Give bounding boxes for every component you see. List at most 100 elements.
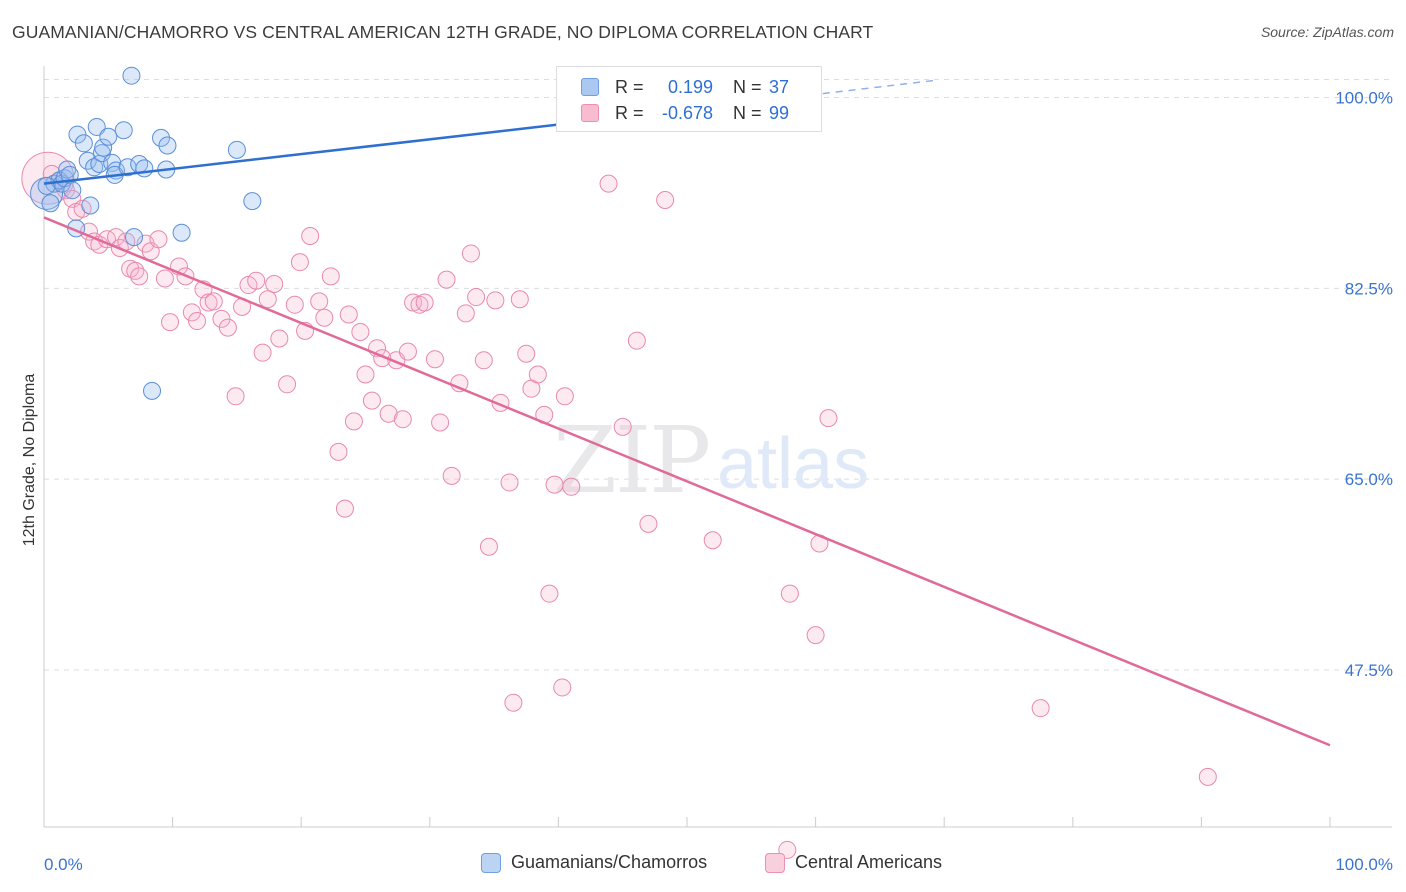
data-point (639, 514, 658, 533)
data-point (425, 350, 444, 369)
data-point (182, 303, 201, 322)
legend-n-label: N = (733, 76, 762, 97)
data-point (161, 313, 180, 332)
data-point (87, 117, 106, 136)
data-point (362, 391, 381, 410)
data-point (107, 228, 126, 247)
data-point (562, 477, 581, 496)
data-point (78, 151, 97, 170)
legend-n-label: N = (733, 102, 762, 123)
data-point (253, 343, 272, 362)
data-point (81, 196, 100, 215)
data-point (393, 410, 412, 429)
data-point (315, 308, 334, 327)
data-point (158, 136, 177, 155)
data-point (125, 228, 144, 247)
data-point (467, 288, 486, 307)
data-point (243, 192, 262, 211)
x-tick-label: 0.0% (44, 855, 83, 874)
data-point (218, 318, 237, 337)
data-point (310, 292, 329, 311)
legend-label-central-americans: Central Americans (795, 852, 943, 872)
data-point (398, 342, 417, 361)
data-point (339, 305, 358, 324)
watermark-zip: ZIP (553, 407, 709, 514)
legend-swatch-pink (581, 104, 599, 122)
data-point (415, 293, 434, 312)
legend-swatch-central-americans (765, 852, 785, 873)
legend-swatch-guamanians (481, 852, 501, 873)
data-point (500, 473, 519, 492)
data-point (780, 584, 799, 603)
data-point (351, 322, 370, 341)
data-point (152, 128, 171, 147)
data-point (555, 387, 574, 406)
legend-r-label: R = (615, 102, 644, 123)
data-point (74, 134, 93, 153)
watermark: ZIP atlas (553, 407, 869, 514)
data-point (204, 292, 223, 311)
y-tick-label: 82.5% (1345, 279, 1393, 298)
data-point (379, 404, 398, 423)
data-point (227, 140, 246, 159)
central-americans-points (21, 151, 1217, 859)
data-point (474, 351, 493, 370)
tick-labels: 100.0% 82.5% 65.0% 47.5% 0.0% 100.0% (44, 89, 1393, 875)
chart-title: GUAMANIAN/CHAMORRO VS CENTRAL AMERICAN 1… (12, 22, 874, 42)
data-point (510, 290, 529, 309)
y-tick-label: 65.0% (1345, 470, 1393, 489)
legend-item-guamanians: Guamanians/Chamorros (481, 852, 707, 873)
legend-item-central-americans: Central Americans (765, 852, 942, 873)
data-point (545, 475, 564, 494)
data-point (656, 191, 675, 210)
legend-r-value: 0.199 (667, 76, 713, 97)
data-point (540, 584, 559, 603)
data-point (188, 312, 207, 331)
data-point (456, 304, 475, 323)
data-point (344, 412, 363, 431)
data-point (143, 381, 162, 400)
x-tick-label: 100.0% (1335, 855, 1393, 874)
data-point (155, 269, 174, 288)
data-point (226, 387, 245, 406)
data-point (285, 295, 304, 314)
chart-source: Source: ZipAtlas.com (1260, 24, 1394, 40)
data-point (613, 417, 632, 436)
data-point (321, 267, 340, 286)
y-tick-label: 100.0% (1335, 89, 1393, 108)
legend-n-value: 99 (769, 102, 790, 123)
data-point (270, 329, 289, 348)
trend-line-central-americans (43, 216, 1331, 747)
data-point (461, 244, 480, 263)
correlation-legend: R = 0.199 N = 37 R = -0.678 N = 99 (556, 66, 822, 132)
data-point (172, 223, 191, 242)
data-point (504, 693, 523, 712)
legend-row-central-americans: R = -0.678 N = 99 (581, 101, 789, 125)
watermark-atlas: atlas (717, 424, 869, 504)
y-tick-label: 47.5% (1345, 661, 1393, 680)
legend-swatch-blue (581, 78, 599, 96)
data-point (301, 226, 320, 245)
data-point (135, 159, 154, 178)
data-point (627, 331, 646, 350)
data-point (431, 413, 450, 432)
data-point (528, 365, 547, 384)
data-point (1031, 699, 1050, 718)
data-point (437, 270, 456, 289)
data-point (442, 466, 461, 485)
trend-line-guamanians (43, 113, 643, 185)
legend-r-label: R = (615, 76, 644, 97)
data-point (37, 176, 56, 195)
axes (43, 66, 1392, 828)
data-point (130, 267, 149, 286)
data-point (258, 290, 277, 309)
data-point (806, 626, 825, 645)
data-point (149, 230, 168, 249)
data-point (85, 158, 104, 177)
legend-n-value: 37 (769, 76, 790, 97)
data-point (1198, 767, 1217, 786)
data-point (329, 442, 348, 461)
data-point (199, 293, 218, 312)
data-point (703, 531, 722, 550)
